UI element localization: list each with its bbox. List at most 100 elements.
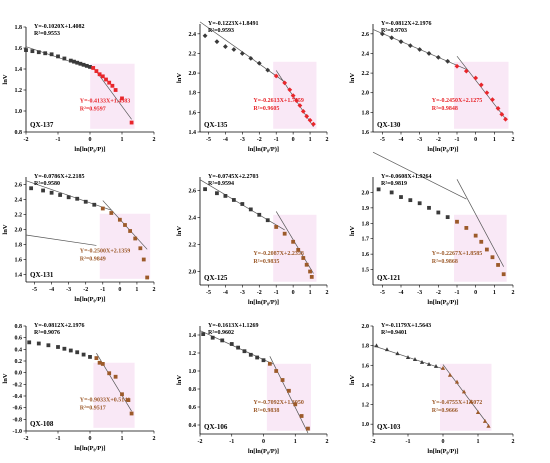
data-point [473,75,479,81]
y-tick-label: 0.6 [189,405,197,411]
x-tick-label: -1 [455,290,460,296]
data-point [27,340,32,345]
data-point [287,87,293,93]
fit2-equation: Y=-0.9033X+0.5141 [80,398,131,404]
y-tick-label: 1.4 [15,273,23,279]
data-point [248,55,254,61]
data-point [120,392,124,397]
data-point [447,372,453,377]
y-tick-label: -0.2 [13,382,23,388]
fit2-r2: R²=0.9666 [432,408,458,414]
y-tick-label: 1.6 [15,46,23,52]
data-point [294,98,299,103]
x-tick-label: -2 [436,137,441,143]
x-tick-label: 0 [89,137,92,143]
data-point [256,60,262,66]
data-point [297,103,303,108]
fit-highlight-band [266,363,311,431]
chart-panel-qx-121: -5 -4 -3 -2 -1 0 1 2 1.5 1.6 1.7 1.8 1.9 2.0 ln[ln(P₀/… [349,151,515,306]
data-point [405,355,411,360]
fit1-r2: R²=0.9819 [381,181,407,187]
data-point [463,68,469,74]
data-point [100,74,105,79]
data-point [66,195,71,200]
y-tick-label: 2.4 [15,198,23,204]
y-tick-label: 1.2 [362,403,370,409]
data-point [436,210,441,215]
fit1-equation: Y=-0.1613X+1.1269 [208,323,259,329]
data-point [389,35,395,41]
data-point [304,113,310,119]
y-tick-label: 1.4 [189,333,197,339]
y-tick-label: 2.4 [189,32,197,38]
data-point [306,426,310,431]
x-axis-title: ln[ln(P₀/P)] [427,448,458,455]
y-tick-label: 1.0 [189,369,197,375]
x-tick-label: -1 [274,137,279,143]
fit1-r2: R²=0.9076 [34,330,60,336]
data-point [299,414,304,418]
y-tick-label: 1.8 [15,243,23,249]
data-point [499,111,505,117]
data-point [395,351,400,356]
data-point [473,233,478,238]
x-axis-title: ln[ln(P₀/P)] [74,445,105,452]
data-point [91,66,96,70]
y-tick-label: 0.0 [15,371,23,377]
y-tick-label: 1.6 [362,363,370,369]
x-tick-label: 1 [309,290,312,296]
x-tick-label: 2 [326,137,329,143]
y-axis-title: lnV [2,74,9,84]
fit-line-1 [372,151,467,200]
x-tick-label: -1 [56,436,61,442]
data-point [296,248,301,252]
data-point [248,352,253,357]
y-tick-label: 0.2 [15,359,23,365]
y-tick-label: 1.2 [15,88,23,94]
x-tick-label: -1 [100,287,105,293]
x-tick-label: 0 [89,436,92,442]
data-point [84,63,89,68]
x-tick-label: 2 [153,436,156,442]
data-point [440,365,446,370]
x-tick-label: 2 [153,287,156,293]
data-point [419,360,425,364]
data-point [311,121,316,127]
data-point [75,196,80,201]
data-point [36,50,41,55]
y-tick-label: 2.0 [362,190,370,196]
y-tick-label: 1.2 [189,351,197,357]
y-tick-label: 2.6 [189,189,197,195]
data-point [261,358,266,363]
y-tick-label: 1.4 [189,130,197,136]
x-axis-title: ln[ln(P₀/P)] [427,146,458,153]
data-point [94,356,99,360]
data-point [484,247,489,252]
data-point [490,97,495,102]
data-point [255,355,260,360]
y-axis-title: lnV [176,226,183,236]
data-point [129,120,134,125]
x-tick-label: -2 [24,137,29,143]
data-point [68,58,73,63]
data-point [309,275,314,279]
chart-panel-qx-108: -2 -1 0 1 2 -1.0 -0.8 -0.6 -0.4 -0.2 0.0 0.2 0.4 0.6 0… [2,234,156,452]
data-point [267,361,272,366]
fit2-r2: R²=0.9605 [253,106,279,112]
x-tick-label: 1 [121,137,124,143]
data-point [81,62,86,67]
x-tick-label: -2 [257,290,262,296]
y-axis-title: lnV [2,224,9,234]
data-point [455,219,459,224]
x-tick-label: -2 [198,439,203,445]
data-point [215,191,219,196]
y-tick-label: 1.6 [15,258,23,264]
x-tick-label: -5 [380,137,385,143]
y-tick-label: 1.8 [189,91,197,97]
data-point [202,33,208,39]
x-tick-label: -2 [371,439,376,445]
y-tick-label: 1.8 [15,25,23,31]
y-tick-label: 1.6 [362,130,370,136]
data-point [120,96,124,101]
x-tick-label: -5 [32,287,37,293]
